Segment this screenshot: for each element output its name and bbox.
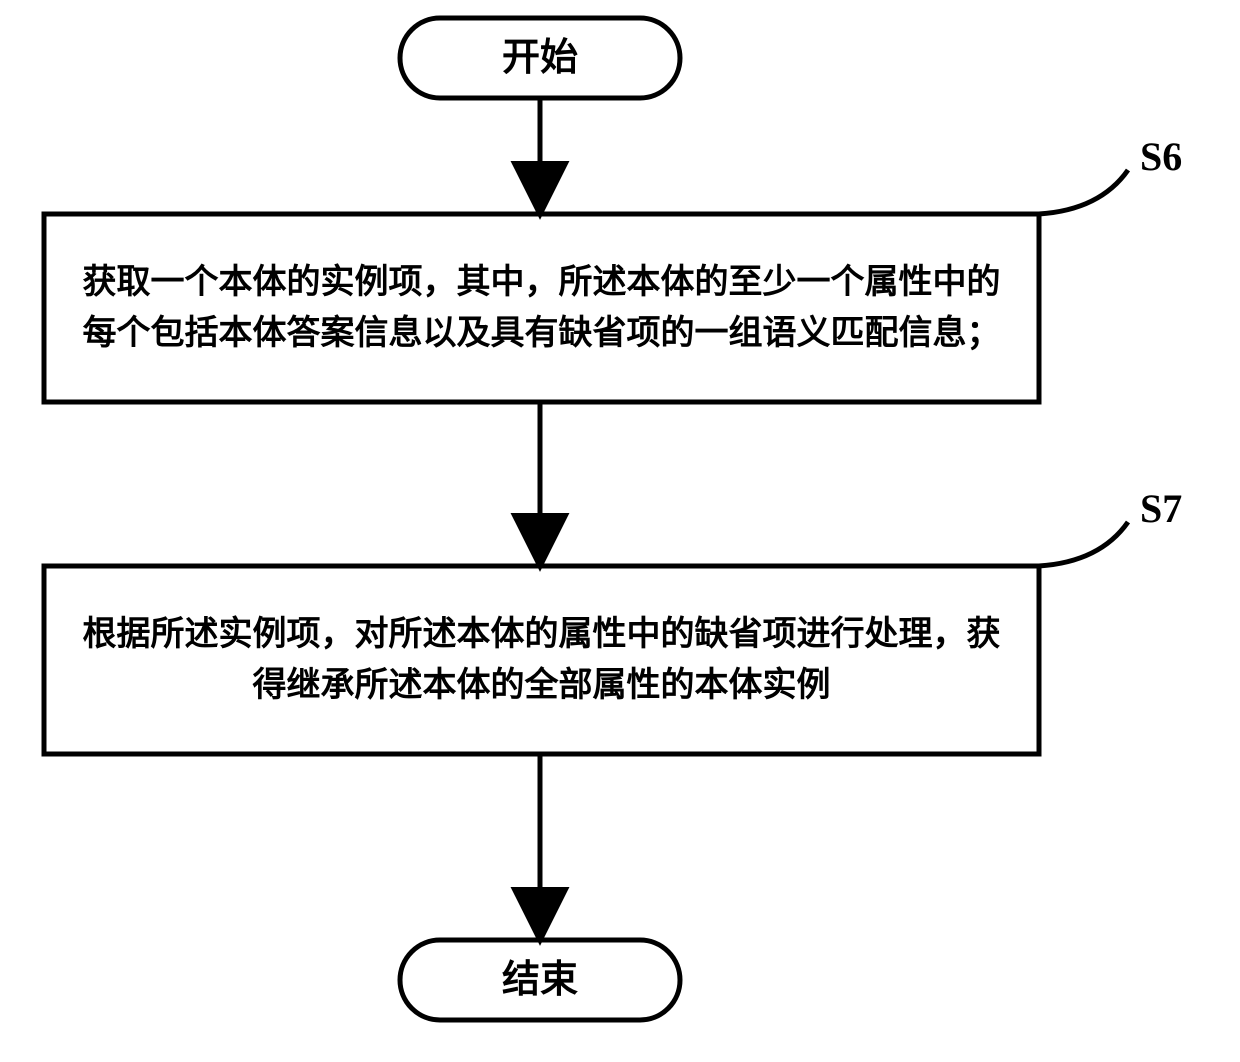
label-s6_tag: S6 bbox=[1140, 134, 1182, 179]
node-s6: 获取一个本体的实例项，其中，所述本体的至少一个属性中的每个包括本体答案信息以及具… bbox=[44, 214, 1039, 402]
node-start: 开始 bbox=[400, 18, 680, 98]
node-start-label: 开始 bbox=[400, 18, 680, 98]
label-s7_tag: S7 bbox=[1140, 486, 1182, 531]
node-s7-label: 根据所述实例项，对所述本体的属性中的缺省项进行处理，获得继承所述本体的全部属性的… bbox=[44, 566, 1039, 754]
node-end: 结束 bbox=[400, 940, 680, 1020]
node-s6-label: 获取一个本体的实例项，其中，所述本体的至少一个属性中的每个包括本体答案信息以及具… bbox=[44, 214, 1039, 402]
node-s7: 根据所述实例项，对所述本体的属性中的缺省项进行处理，获得继承所述本体的全部属性的… bbox=[44, 566, 1039, 754]
node-end-label: 结束 bbox=[400, 940, 680, 1020]
callout-s6_curve bbox=[1039, 170, 1128, 214]
callout-s7_curve bbox=[1039, 522, 1128, 566]
